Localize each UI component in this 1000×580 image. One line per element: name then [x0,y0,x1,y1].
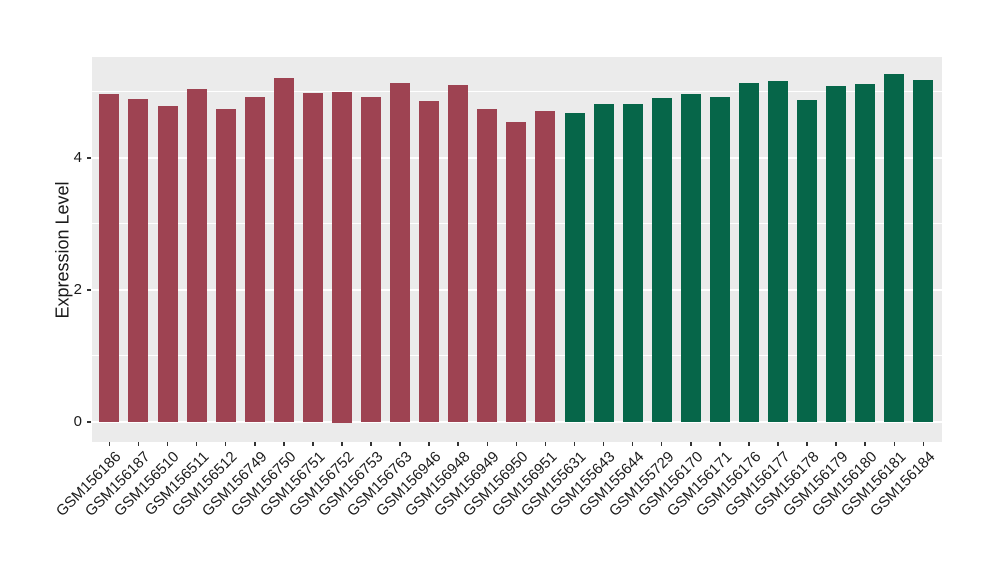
x-axis-tick [428,442,430,446]
bar [651,98,672,423]
y-axis-tick [87,289,91,291]
bar [913,80,934,423]
x-axis-tick [893,442,896,446]
x-axis-tick [515,442,518,446]
bar [244,96,265,423]
gridline-minor [92,91,942,92]
bar [361,97,382,423]
bar [506,121,527,423]
x-axis-tick [748,442,750,446]
bar [157,106,178,423]
x-axis-tick [660,442,663,446]
bar [738,82,759,423]
bar [99,94,120,423]
bar [768,80,788,423]
bar [622,104,643,423]
x-axis-tick [690,442,692,446]
y-tick-label: 2 [73,280,82,298]
x-axis-tick [486,442,489,446]
x-axis-tick [573,442,576,446]
bar [535,111,556,423]
bar [680,94,701,423]
bar [709,96,730,423]
bar [855,84,876,423]
x-axis-tick [312,442,314,446]
bar [826,85,847,423]
bar [128,98,149,423]
bar [273,78,294,423]
x-axis-tick [108,442,111,446]
x-axis-tick [544,442,547,446]
bar [215,108,236,423]
x-axis-tick [777,442,779,446]
x-axis-tick [922,442,925,446]
x-axis-tick [166,442,169,446]
bar [593,104,614,423]
plot-panel [92,57,942,442]
bar [331,91,352,423]
bar [884,74,905,423]
y-tick-label: 0 [73,412,82,430]
x-axis-tick [602,442,605,446]
bar [419,100,440,423]
bar [477,108,498,423]
x-axis-tick [224,442,227,446]
bar [186,88,207,423]
bar [302,92,323,423]
x-axis-tick [806,442,808,446]
x-axis-tick [370,442,372,446]
x-axis-tick [283,442,285,446]
x-axis-tick [457,442,459,446]
x-axis-tick [631,442,634,446]
bar [564,112,585,423]
x-axis-tick [195,442,198,446]
x-axis-tick [399,442,401,446]
x-axis-tick [341,442,343,446]
bar [797,100,818,423]
x-axis-tick [137,442,140,446]
y-axis-tick [87,157,91,159]
y-axis-tick [87,421,91,423]
bar [448,84,469,423]
x-axis-tick [835,442,837,446]
x-axis-tick [254,442,256,446]
x-axis-tick [719,442,721,446]
x-axis-tick [864,442,866,446]
bar [390,82,411,423]
y-tick-label: 4 [73,148,82,166]
y-axis-title: Expression Level [52,181,73,319]
